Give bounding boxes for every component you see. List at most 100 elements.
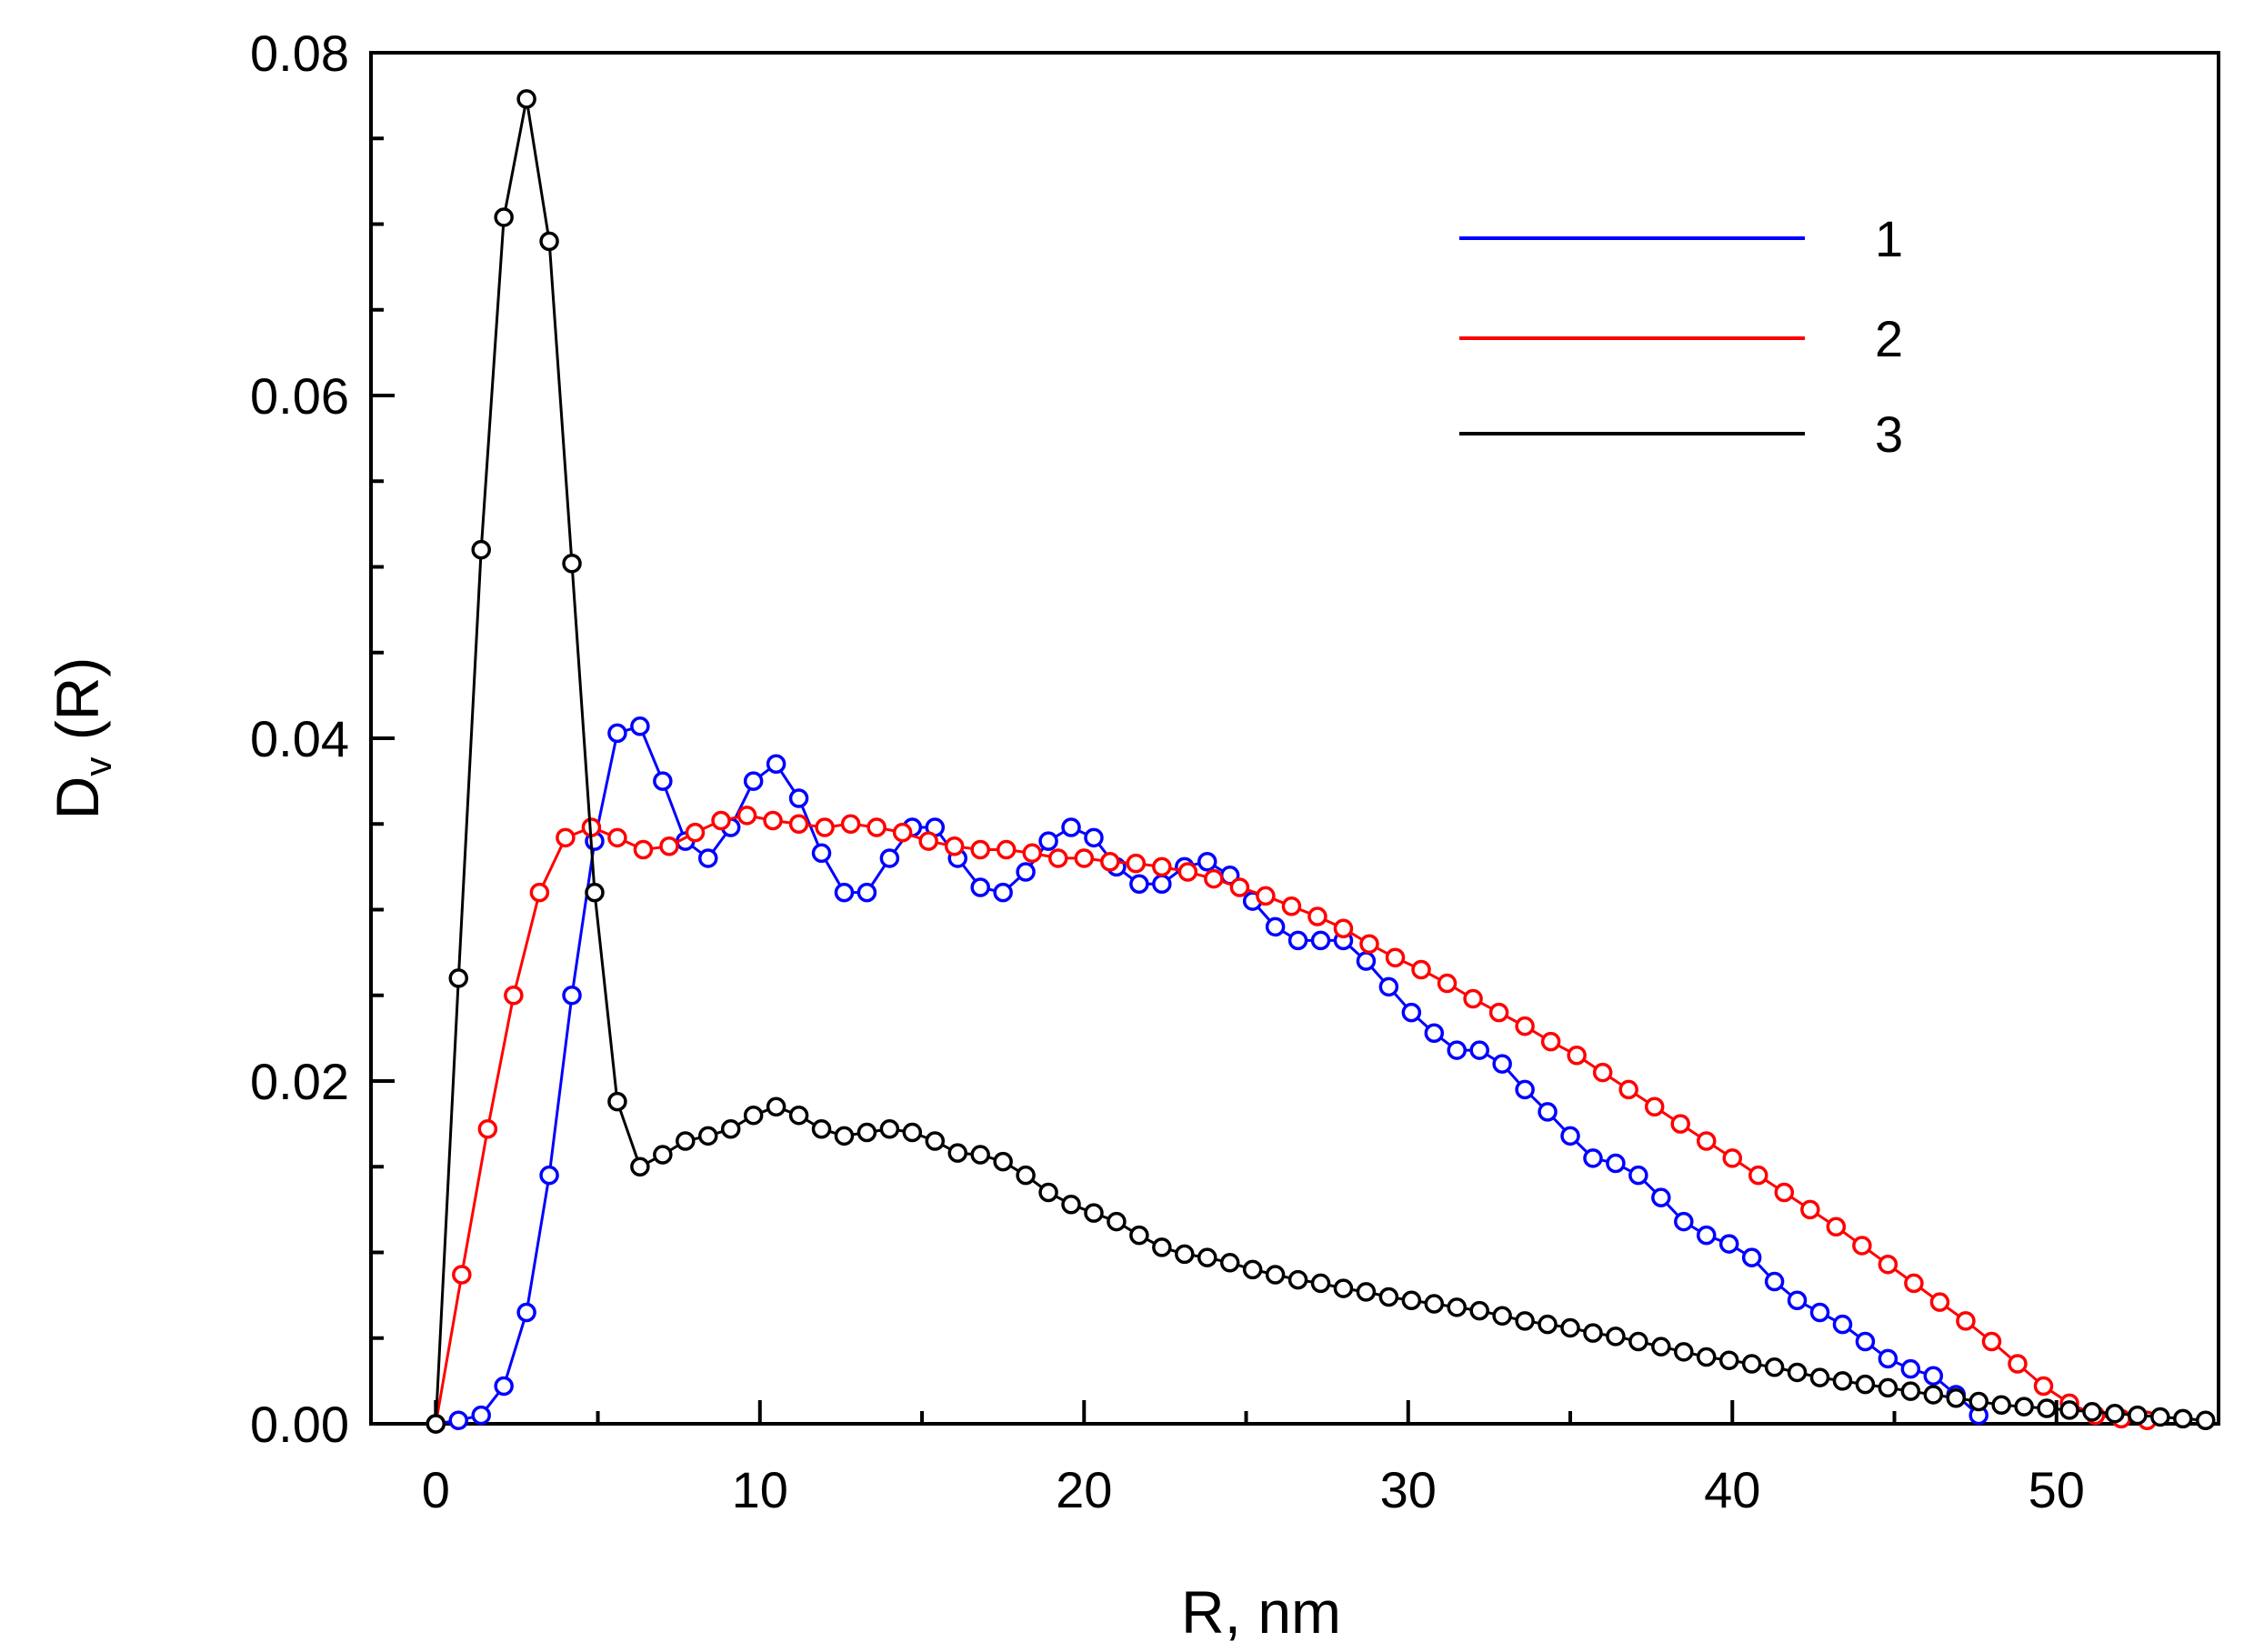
data-point [1718,1234,1739,1254]
data-point [993,1151,1013,1172]
data-point [2195,1410,2216,1430]
data-point [1074,848,1095,868]
data-point [630,1156,650,1176]
y-axis-label: Dv (R) [44,657,119,820]
data-point [1437,973,1458,994]
data-point [1991,1395,2011,1416]
data-point [1741,1247,1762,1267]
data-point [2008,1354,2028,1374]
y-tick-label: 0.08 [250,25,349,82]
data-point [471,539,491,560]
data-point [1956,1311,1976,1331]
y-tick-label: 0.02 [250,1053,349,1110]
data-point [1385,947,1406,968]
data-point [834,1126,855,1146]
data-point [1787,1290,1808,1311]
data-point [1152,874,1172,894]
data-point [763,810,783,831]
data-point [1129,1225,1149,1246]
data-point [736,806,757,826]
data-point [1126,853,1147,874]
data-point [2173,1408,2193,1429]
data-point [1333,1278,1354,1298]
data-point [1447,1297,1467,1317]
data-point [1022,843,1042,864]
legend: 1 2 3 [1459,210,1903,463]
data-point [2150,1407,2170,1427]
data-point [1878,1254,1898,1275]
plot-frame [369,51,2220,1426]
data-point [867,817,887,837]
data-point [452,1265,472,1285]
data-point [743,1105,764,1126]
data-point [504,986,524,1006]
data-point [1606,1153,1626,1174]
data-point [811,843,832,864]
data-point [1878,1377,1898,1398]
data-point [925,1131,946,1151]
data-point [1878,1348,1898,1369]
data-point [766,1096,786,1117]
data-point [892,822,913,843]
data-point [1900,1381,1921,1401]
x-axis: 0 10 20 30 40 50 [422,1400,2220,1518]
data-point [1515,1016,1535,1036]
data-point [1606,1327,1626,1347]
data-point [448,968,469,988]
data-point [1741,1354,1762,1374]
data-point [1197,1247,1217,1267]
data-point [1048,848,1068,868]
data-point [1929,1292,1950,1312]
data-point [477,1119,498,1139]
data-point [1764,1271,1785,1292]
data-point [879,848,900,868]
data-point [1229,877,1250,897]
data-point [1488,1002,1509,1023]
data-point [1084,1203,1104,1223]
data-point [1378,976,1399,997]
data-point [1129,874,1149,894]
data-point [970,1145,990,1165]
data-point [1515,1079,1535,1100]
x-tick-label: 30 [1380,1461,1437,1518]
data-point [1107,1211,1127,1232]
data-point [1832,1314,1853,1335]
data-point [633,839,654,860]
data-point [1809,1367,1830,1387]
data-point [840,814,861,834]
series-layer [426,89,2216,1434]
data-point [1061,1194,1081,1215]
data-point [1242,1259,1263,1280]
data-point [1281,896,1302,916]
data-point [1469,1300,1489,1321]
x-tick-label: 10 [732,1461,788,1518]
data-point [1718,1350,1739,1371]
data-point [426,1414,446,1434]
data-point [676,1131,696,1151]
data-point [996,839,1017,860]
data-point [685,822,706,843]
y-axis: 0.00 0.02 0.04 0.06 0.08 [250,25,395,1453]
data-point [993,882,1013,903]
data-point [2014,1397,2034,1417]
data-point [1411,959,1431,980]
data-point [1333,918,1354,938]
data-point [857,882,877,903]
data-point [1310,1273,1331,1294]
legend-label: 3 [1875,405,1903,463]
data-point [1256,886,1276,906]
data-point [1310,930,1331,951]
data-point [1038,831,1058,851]
data-point [1515,1311,1535,1331]
data-point [1356,951,1377,971]
data-point [1401,1290,1422,1311]
data-point [653,771,673,791]
data-point [1378,1287,1399,1307]
data-point [2082,1402,2102,1422]
data-point [1424,1023,1445,1043]
data-point [788,814,809,834]
data-point [1424,1294,1445,1314]
x-axis-label: R, nm [1181,1578,1341,1646]
data-point [2037,1398,2057,1418]
